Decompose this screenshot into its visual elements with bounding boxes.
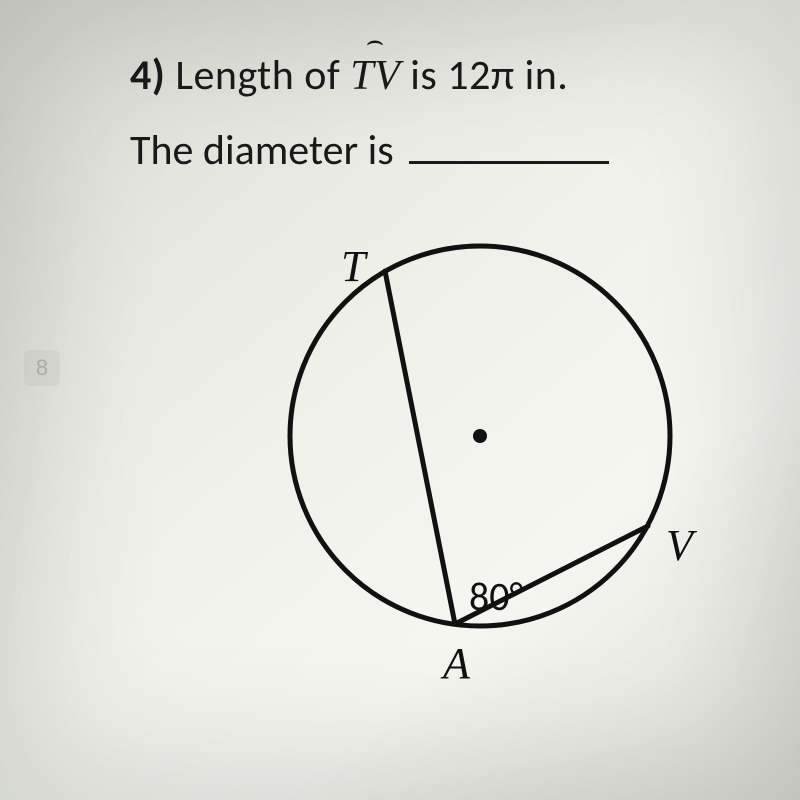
point-label-v: V <box>666 520 693 571</box>
watermark-badge: 8 <box>24 350 60 386</box>
answer-blank[interactable] <box>409 161 609 164</box>
question-middle: is 12π in. <box>410 50 568 101</box>
arc-hat-icon: ⌢ <box>350 36 400 46</box>
angle-label: 80° <box>469 572 523 621</box>
arc-label: TV <box>350 53 400 99</box>
question-prefix: Length of <box>175 50 340 101</box>
answer-line: The diameter is <box>130 125 730 176</box>
question-number: 4) <box>130 50 165 101</box>
point-label-t: T <box>341 241 365 292</box>
answer-prompt: The diameter is <box>130 125 394 176</box>
point-label-a: A <box>443 638 470 689</box>
arc-notation: ⌢ TV <box>350 50 400 101</box>
question-line: 4) Length of ⌢ TV is 12π in. <box>130 50 730 101</box>
circle-figure: TAV80° <box>220 186 740 666</box>
